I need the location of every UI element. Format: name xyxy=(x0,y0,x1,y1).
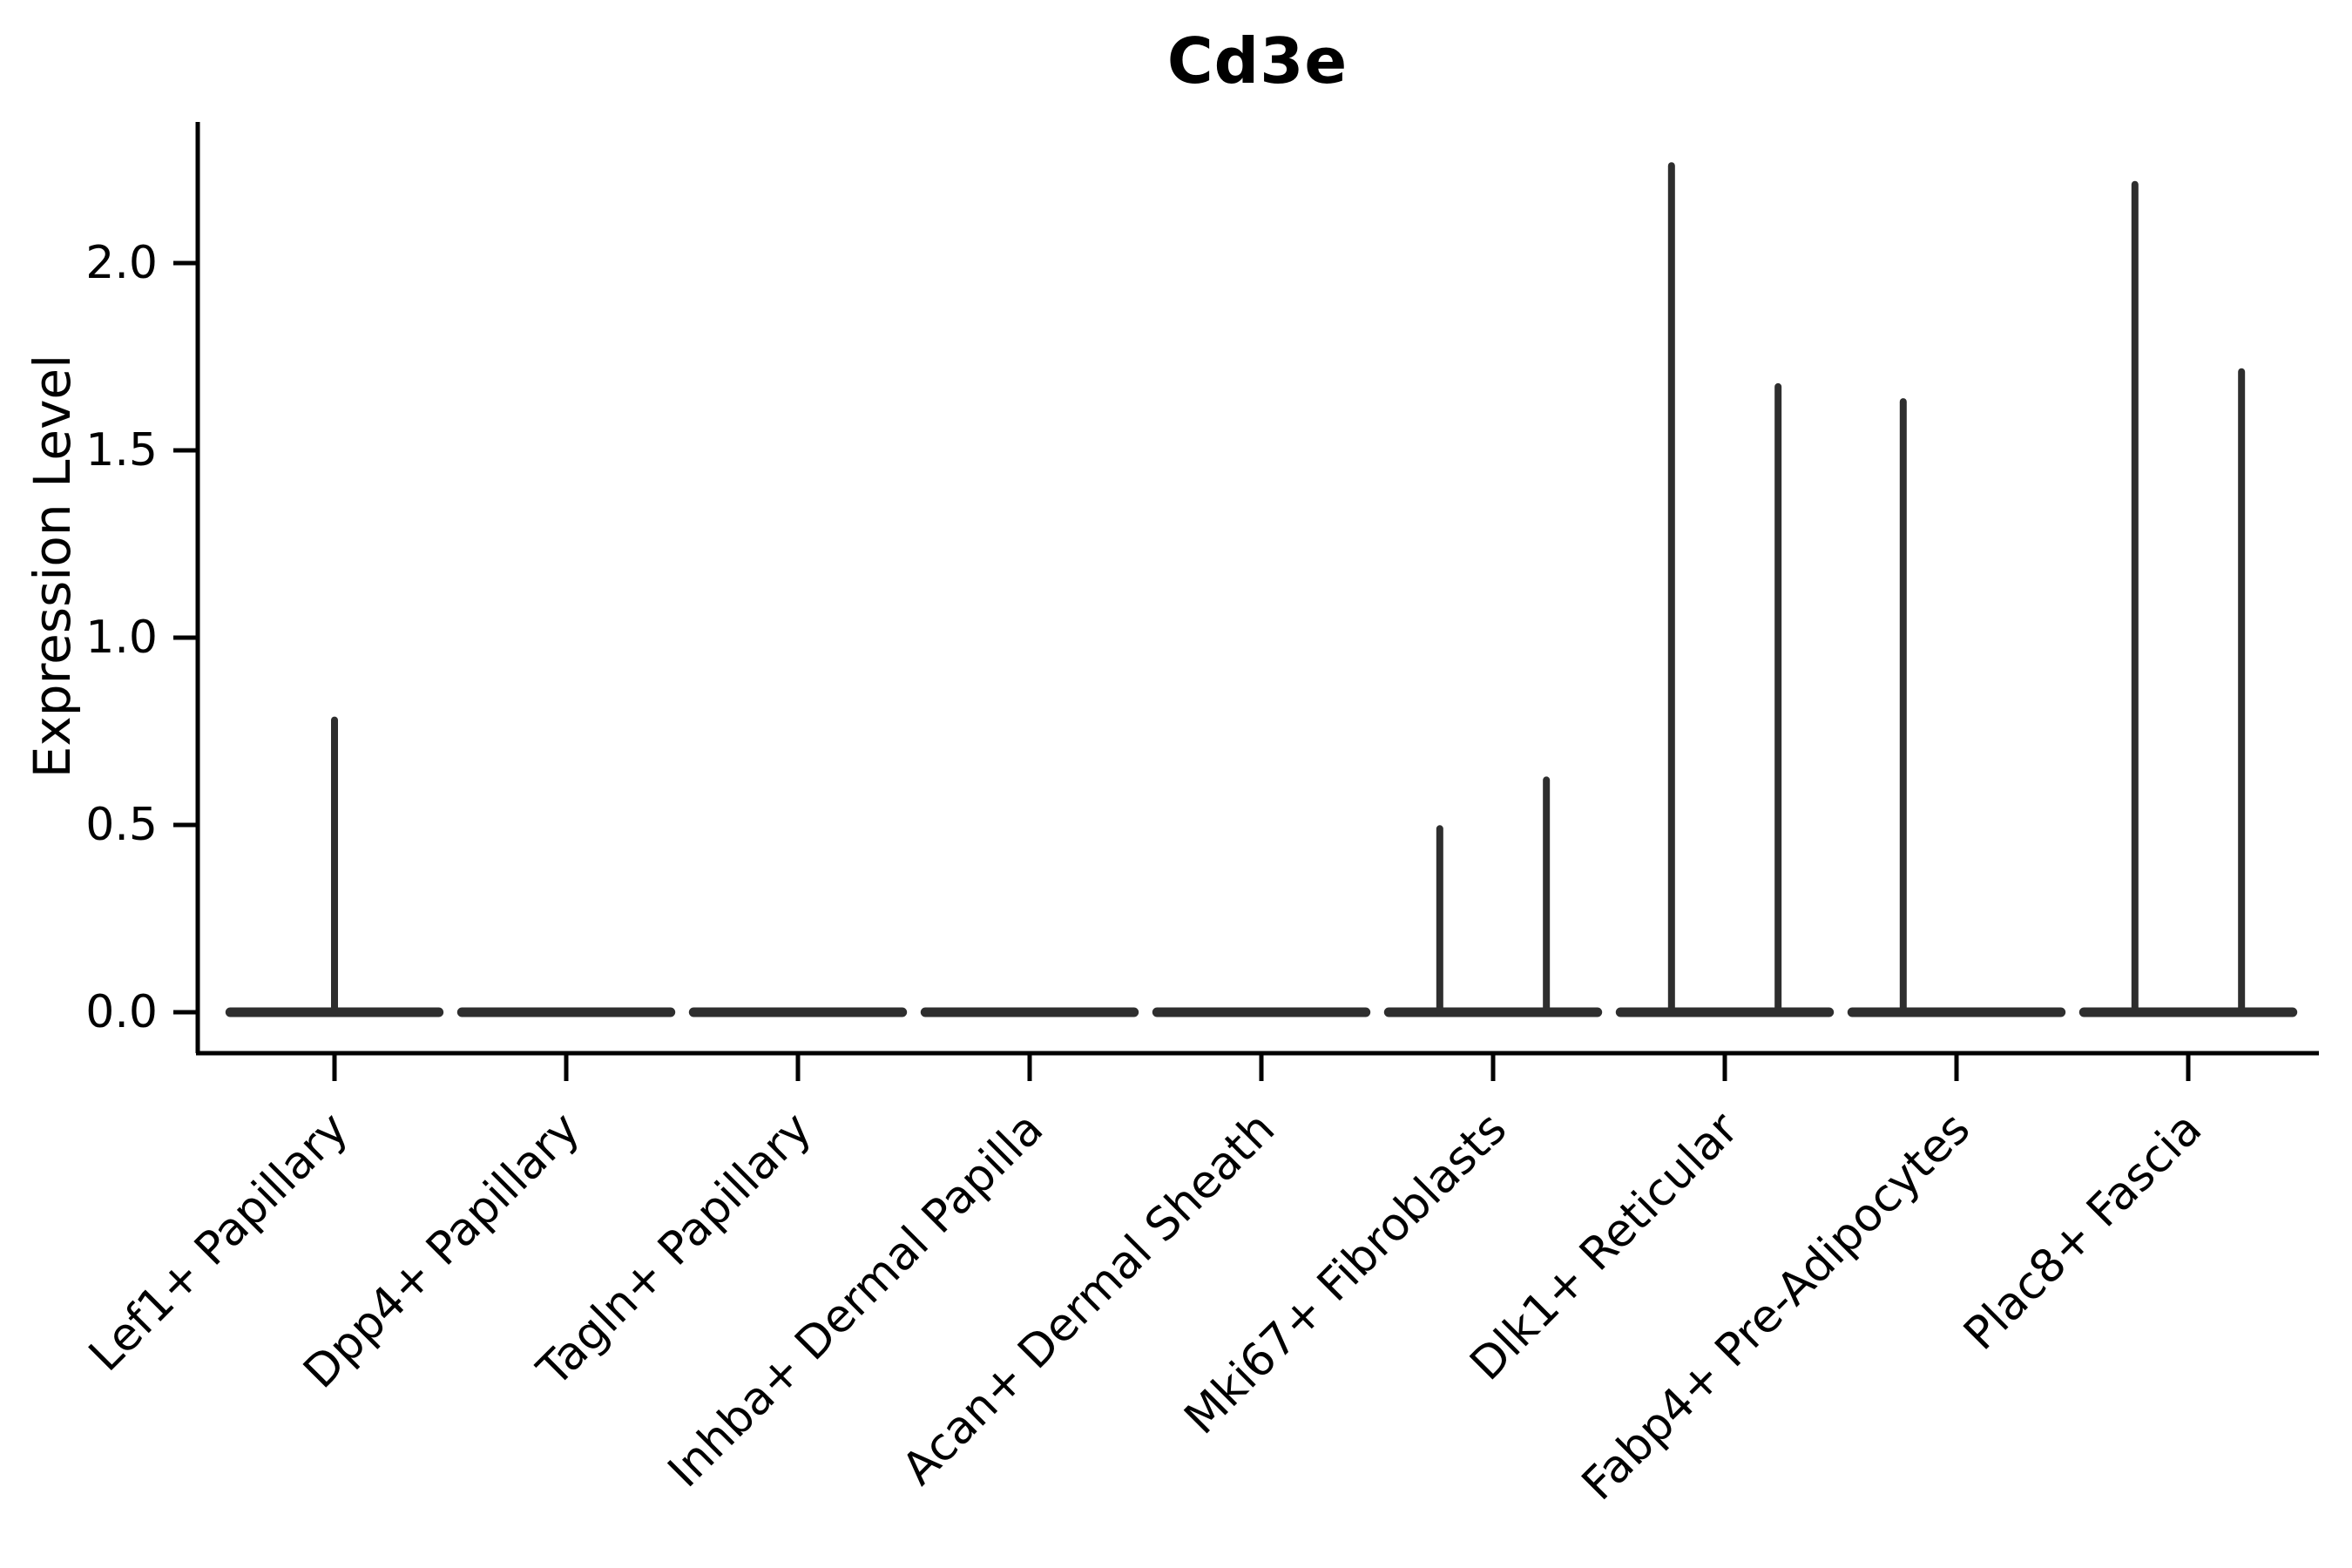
x-tick-label: Acan+ Dermal Sheath xyxy=(893,1103,1286,1496)
y-tick-label: 2.0 xyxy=(85,237,158,289)
x-tick-label: Plac8+ Fascia xyxy=(1954,1103,2212,1361)
y-tick-label: 1.5 xyxy=(85,424,158,476)
y-axis-label: Expression Level xyxy=(23,354,82,779)
y-tick-label: 0.5 xyxy=(85,799,158,851)
x-tick-label: Fabp4+ Pre-Adipocytes xyxy=(1572,1103,1980,1511)
y-tick-label: 0.0 xyxy=(85,986,158,1038)
x-tick-label: Inhba+ Dermal Papilla xyxy=(659,1103,1053,1497)
chart-title: Cd3e xyxy=(1166,24,1348,98)
y-tick-label: 1.0 xyxy=(85,612,158,664)
